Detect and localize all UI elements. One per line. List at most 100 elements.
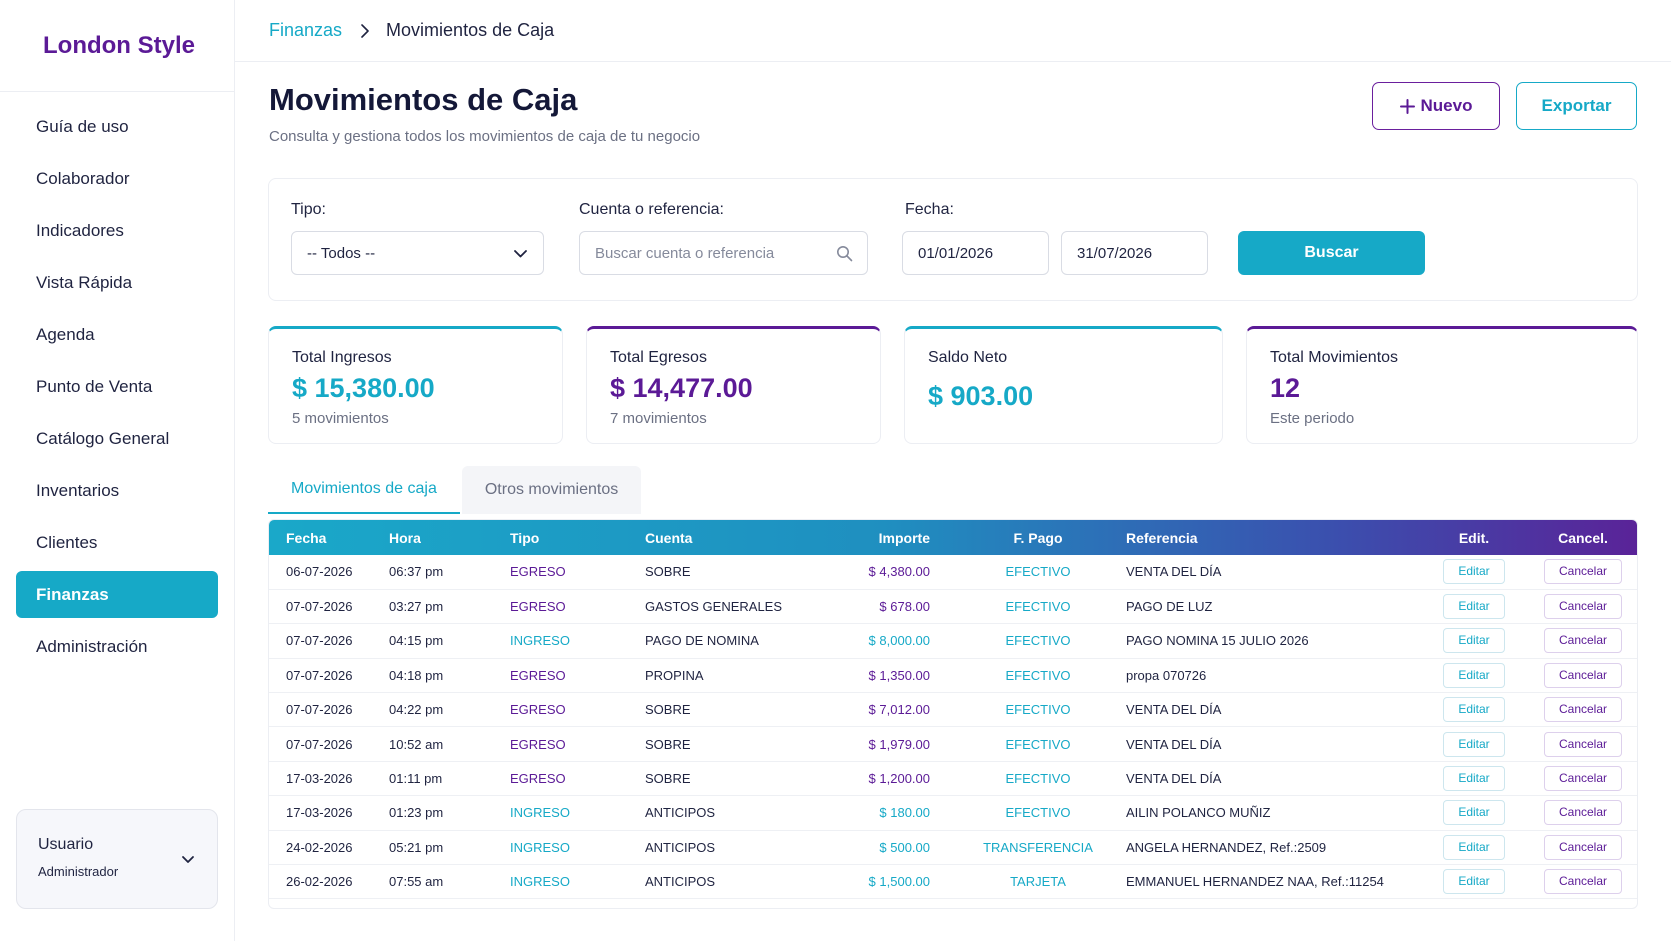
cancel-button[interactable]: Cancelar — [1544, 731, 1622, 757]
edit-button[interactable]: Editar — [1443, 731, 1505, 757]
cancel-button[interactable]: Cancelar — [1544, 869, 1622, 895]
tab-movimientos-caja[interactable]: Movimientos de caja — [268, 466, 460, 514]
breadcrumb: Finanzas Movimientos de Caja — [235, 0, 1671, 62]
col-header-hora[interactable]: Hora — [389, 529, 421, 546]
sidebar-item-punto-de-venta[interactable]: Punto de Venta — [36, 376, 153, 396]
cell-referencia: PAGO NOMINA 15 JULIO 2026 — [1126, 633, 1309, 649]
cancel-button[interactable]: Cancelar — [1544, 697, 1622, 723]
cell-edit: Editar — [1419, 727, 1529, 761]
sidebar-item-finanzas[interactable]: Finanzas — [16, 571, 218, 618]
main-content: Finanzas Movimientos de Caja Movimientos… — [235, 0, 1671, 941]
cancel-button[interactable]: Cancelar — [1544, 628, 1622, 654]
col-header-pago[interactable]: F. Pago — [1013, 529, 1063, 546]
sidebar-item-vista-rapida[interactable]: Vista Rápida — [36, 272, 133, 292]
cell-hora: 04:15 pm — [389, 633, 444, 649]
edit-button[interactable]: Editar — [1443, 662, 1505, 688]
sidebar-item-agenda[interactable]: Agenda — [36, 324, 95, 344]
edit-button[interactable]: Editar — [1443, 869, 1505, 895]
cell-forma-pago: EFECTIVO — [1005, 564, 1071, 580]
cell-cuenta: GASTOS GENERALES — [645, 599, 783, 615]
breadcrumb-parent-link[interactable]: Finanzas — [269, 20, 343, 40]
sidebar-item-catalogo[interactable]: Catálogo General — [36, 428, 170, 448]
cell-forma-pago: EFECTIVO — [1005, 771, 1071, 787]
cell-referencia: ANGELA HERNANDEZ, Ref.:2509 — [1126, 839, 1327, 855]
cell-edit: Editar — [1419, 761, 1529, 795]
table-row: 07-07-2026 04:18 pm EGRESO PROPINA $ 1,350.0… — [269, 658, 1637, 693]
cell-edit: Editar — [1419, 658, 1529, 692]
sidebar-item-colaborador[interactable]: Colaborador — [36, 168, 130, 188]
table-row: 06-07-2026 06:37 pm EGRESO SOBRE $ 4,380.00 E… — [269, 555, 1637, 590]
tipo-select[interactable]: -- Todos -- — [291, 231, 544, 275]
cell-cancel: Cancelar — [1529, 796, 1637, 830]
cell-referencia: EMMANUEL HERNANDEZ NAA, Ref.:11254 — [1126, 874, 1384, 890]
cancel-button[interactable]: Cancelar — [1544, 594, 1622, 620]
cell-hora: 01:11 pm — [389, 771, 443, 787]
cell-hora: 06:37 pm — [389, 564, 444, 580]
cell-edit: Editar — [1419, 865, 1529, 899]
edit-button[interactable]: Editar — [1443, 697, 1505, 723]
sidebar-item-administracion[interactable]: Administración — [36, 636, 148, 656]
cell-tipo: INGRESO — [510, 839, 570, 855]
fecha-hasta-input[interactable]: 31/07/2026 — [1061, 231, 1208, 275]
cell-importe: $ 7,012.00 — [868, 702, 930, 718]
edit-button[interactable]: Editar — [1443, 594, 1505, 620]
cell-hora: 03:27 pm — [389, 599, 444, 615]
col-header-referencia[interactable]: Referencia — [1126, 529, 1198, 546]
col-header-cuenta[interactable]: Cuenta — [645, 529, 693, 546]
new-button[interactable]: Nuevo — [1372, 82, 1500, 130]
col-header-importe[interactable]: Importe — [878, 529, 930, 546]
tab-otros-movimientos[interactable]: Otros movimientos — [461, 466, 642, 514]
col-header-tipo[interactable]: Tipo — [510, 529, 540, 546]
card-label: Total Movimientos — [1270, 349, 1399, 366]
card-note: Este periodo — [1270, 410, 1355, 427]
sidebar-item-indicadores[interactable]: Indicadores — [36, 220, 124, 240]
search-button[interactable]: Buscar — [1238, 231, 1425, 275]
sidebar-item-guia[interactable]: Guía de uso — [36, 116, 129, 136]
cancel-button[interactable]: Cancelar — [1544, 559, 1622, 585]
cancel-button[interactable]: Cancelar — [1544, 834, 1622, 860]
card-note: 7 movimientos — [610, 410, 707, 427]
cell-hora: 01:23 pm — [389, 805, 444, 821]
cancel-button[interactable]: Cancelar — [1544, 800, 1622, 826]
sidebar-item-inventarios[interactable]: Inventarios — [36, 480, 120, 500]
table-header-row: Fecha Hora Tipo Cuenta Importe F. Pago R… — [269, 520, 1637, 555]
cell-hora: 05:21 pm — [389, 839, 444, 855]
export-button[interactable]: Exportar — [1516, 82, 1637, 130]
cuenta-search-input[interactable]: Buscar cuenta o referencia — [579, 231, 868, 275]
cell-tipo: INGRESO — [510, 805, 570, 821]
cell-cuenta: SOBRE — [645, 736, 691, 752]
edit-button[interactable]: Editar — [1443, 834, 1505, 860]
col-header-edit: Edit. — [1458, 529, 1490, 546]
cell-referencia: AILIN POLANCO MUÑIZ — [1126, 805, 1271, 821]
brand-logo[interactable]: London Style — [0, 0, 234, 92]
cell-forma-pago: TARJETA — [1010, 874, 1066, 890]
cell-edit: Editar — [1419, 624, 1529, 658]
edit-button[interactable]: Editar — [1443, 800, 1505, 826]
card-value: 12 — [1270, 373, 1301, 403]
fecha-desde-input[interactable]: 01/01/2026 — [902, 231, 1049, 275]
card-label: Total Ingresos — [292, 349, 392, 366]
cancel-button[interactable]: Cancelar — [1544, 766, 1622, 792]
cell-edit: Editar — [1419, 693, 1529, 727]
edit-button[interactable]: Editar — [1443, 628, 1505, 654]
cell-forma-pago: EFECTIVO — [1005, 599, 1071, 615]
cell-cancel: Cancelar — [1529, 624, 1637, 658]
chevron-down-icon — [514, 250, 527, 258]
cell-fecha: 24-02-2026 — [286, 839, 353, 855]
col-header-fecha[interactable]: Fecha — [286, 529, 327, 546]
edit-button[interactable]: Editar — [1443, 559, 1505, 585]
cell-importe: $ 1,200.00 — [868, 771, 930, 787]
edit-button[interactable]: Editar — [1443, 766, 1505, 792]
cell-referencia: PAGO DE LUZ — [1126, 599, 1213, 615]
cell-edit: Editar — [1419, 796, 1529, 830]
sidebar-item-clientes[interactable]: Clientes — [36, 532, 98, 552]
card-note: 5 movimientos — [292, 410, 389, 427]
cancel-button[interactable]: Cancelar — [1544, 662, 1622, 688]
cell-cancel: Cancelar — [1529, 830, 1637, 864]
user-menu[interactable]: Usuario Administrador — [16, 809, 218, 909]
cell-hora: 07:55 am — [389, 874, 444, 890]
page-subtitle: Consulta y gestiona todos los movimiento… — [269, 128, 701, 145]
card-value: $ 15,380.00 — [292, 373, 435, 403]
cell-forma-pago: TRANSFERENCIA — [983, 839, 1093, 855]
card-total-egresos: Total Egresos $ 14,477.00 7 movimientos — [586, 326, 881, 444]
